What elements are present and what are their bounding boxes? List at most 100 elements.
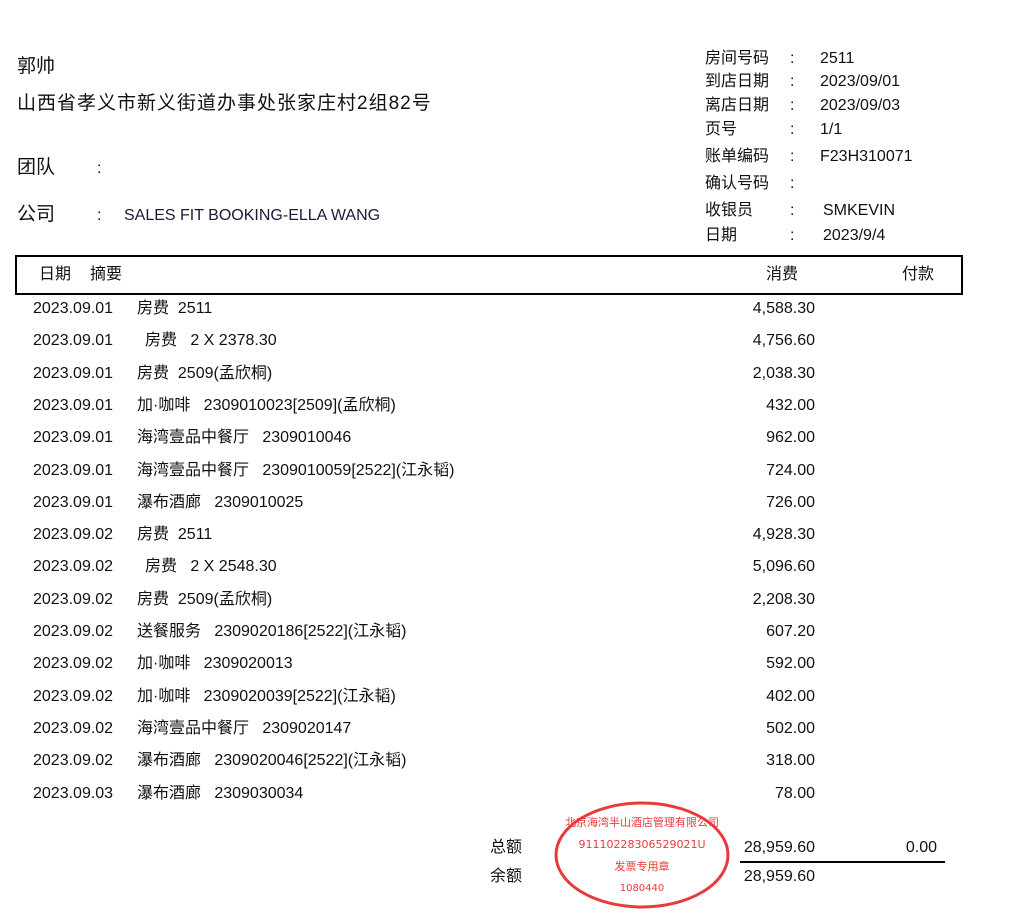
balance-label: 余额 [490,868,523,885]
table-row: 2023.09.01 瀑布酒廊 2309010025 726.00 [0,493,1024,512]
row-date: 2023.09.03 [33,784,114,802]
header-date: 日期 [39,266,72,283]
row-date: 2023.09.01 [33,461,114,479]
info-value: 2023/09/03 [820,97,901,114]
info-label: 到店日期 [705,73,770,90]
info-label: 页号 [705,121,738,138]
info-value: 2023/09/01 [820,73,901,90]
row-date: 2023.09.02 [33,526,114,544]
row-amount: 78.00 [774,784,815,802]
stamp-company-text: 北京海湾半山酒店管理有限公司 [565,815,719,829]
table-row: 2023.09.02 瀑布酒廊 2309020046[2522](江永韬) 318.… [0,751,1024,770]
company-value: SALES FIT BOOKING-ELLA WANG [124,207,381,224]
row-amount: 2,208.30 [752,590,815,608]
row-amount: 607.20 [766,623,815,640]
table-row: 2023.09.01 海湾壹品中餐厅 2309010059[2522](江永韬) 7… [0,461,1024,480]
info-label: 离店日期 [705,97,770,114]
row-date: 2023.09.02 [33,752,114,770]
info-value: SMKEVIN [823,202,896,219]
guest-name: 郭帅 [17,56,56,77]
row-amount: 318.00 [766,752,815,770]
totals-divider [740,861,945,863]
row-date: 2023.09.01 [33,429,114,447]
table-row: 2023.09.02 送餐服务 2309020186[2522](江永韬) 607.… [0,622,1024,641]
row-description: 瀑布酒廊 2309010025 [137,493,304,511]
table-row: 2023.09.01 房费 2509(孟欣桐) 2,038.30 [0,364,1024,383]
row-description: 瀑布酒廊 2309020046[2522](江永韬) [137,752,407,770]
table-row: 2023.09.01 房费 2 X 2378.30 4,756.60 [0,331,1024,350]
row-date: 2023.09.02 [33,558,114,576]
guest-address: 山西省孝义市新义街道办事处张家庄村2组82号 [17,93,432,114]
row-amount: 5,096.60 [752,558,815,576]
info-colon: : [790,50,795,67]
table-row: 2023.09.02 房费 2 X 2548.30 5,096.60 [0,557,1024,576]
info-colon: : [790,97,795,114]
info-room-number: 房间号码: 2511 [705,49,955,68]
table-header: 日期 摘要 消费 付款 [15,255,963,295]
row-amount: 4,588.30 [752,300,815,317]
info-departure-date: 离店日期: 2023/09/03 [705,96,955,115]
header-payment: 付款 [902,266,935,283]
row-amount: 4,756.60 [752,332,815,350]
table-row: 2023.09.01 海湾壹品中餐厅 2309010046 962.00 [0,428,1024,447]
info-colon: : [790,121,795,138]
row-amount: 432.00 [766,396,815,414]
row-amount: 502.00 [766,719,815,737]
info-value: F23H310071 [820,148,913,165]
row-date: 2023.09.02 [33,687,114,705]
info-colon: : [790,202,795,219]
info-value: 1/1 [820,121,843,138]
stamp-tax-id: 91110228306529021U [578,838,705,851]
row-description: 房费 2511 [137,526,213,544]
row-description: 房费 2509(孟欣桐) [137,364,273,382]
stamp-type: 发票专用章 [615,859,670,873]
row-amount: 726.00 [766,493,815,511]
table-row: 2023.09.02 海湾壹品中餐厅 2309020147 502.00 [0,719,1024,738]
info-label: 收银员 [705,202,754,219]
table-row: 2023.09.02 加·咖啡 2309020039[2522](江永韬) 402.… [0,687,1024,706]
info-label: 日期 [705,227,738,244]
row-amount: 724.00 [766,461,815,479]
info-value: 2511 [820,50,855,67]
table-row: 2023.09.01 加·咖啡 2309010023[2509](孟欣桐) 432.… [0,396,1024,415]
row-amount: 592.00 [766,655,815,673]
info-colon: : [790,148,795,165]
total-label: 总额 [490,839,523,856]
info-confirmation-number: 确认号码: [705,174,955,193]
row-date: 2023.09.01 [33,493,114,511]
row-date: 2023.09.01 [33,396,114,414]
row-description: 加·咖啡 2309020013 [137,655,293,673]
info-colon: : [790,227,795,244]
company-label: 公司 [17,204,56,225]
table-row: 2023.09.03 瀑布酒廊 2309030034 78.00 [0,784,1024,803]
stamp-border [554,801,730,909]
info-page: 页号: 1/1 [705,120,955,139]
total-charge: 28,959.60 [743,839,815,856]
row-description: 海湾壹品中餐厅 2309020147 [137,719,352,737]
balance-amount: 28,959.60 [743,868,815,885]
header-charge: 消费 [766,266,799,283]
row-description: 房费 2 X 2548.30 [145,558,277,576]
row-date: 2023.09.02 [33,719,114,737]
team-label: 团队 [17,157,56,178]
row-amount: 2,038.30 [752,364,815,382]
info-cashier: 收银员: SMKEVIN [705,201,955,220]
row-date: 2023.09.02 [33,655,114,673]
info-arrival-date: 到店日期: 2023/09/01 [705,72,955,91]
row-date: 2023.09.02 [33,623,114,640]
row-description: 房费 2509(孟欣桐) [137,590,273,608]
info-value: 2023/9/4 [823,227,886,244]
row-date: 2023.09.01 [33,300,114,317]
row-date: 2023.09.01 [33,364,114,382]
table-row: 2023.09.02 房费 2511 4,928.30 [0,525,1024,544]
team-colon: : [97,160,102,177]
table-row: 2023.09.02 房费 2509(孟欣桐) 2,208.30 [0,590,1024,609]
row-description: 房费 2511 [137,300,213,317]
row-description: 海湾壹品中餐厅 2309010059[2522](江永韬) [137,461,455,479]
total-payment: 0.00 [905,839,937,856]
info-colon: : [790,73,795,90]
row-description: 送餐服务 2309020186[2522](江永韬) [137,623,407,640]
row-description: 加·咖啡 2309010023[2509](孟欣桐) [137,396,396,414]
header-summary: 摘要 [90,266,123,283]
table-row: 2023.09.01 房费 2511 4,588.30 [0,299,1024,318]
